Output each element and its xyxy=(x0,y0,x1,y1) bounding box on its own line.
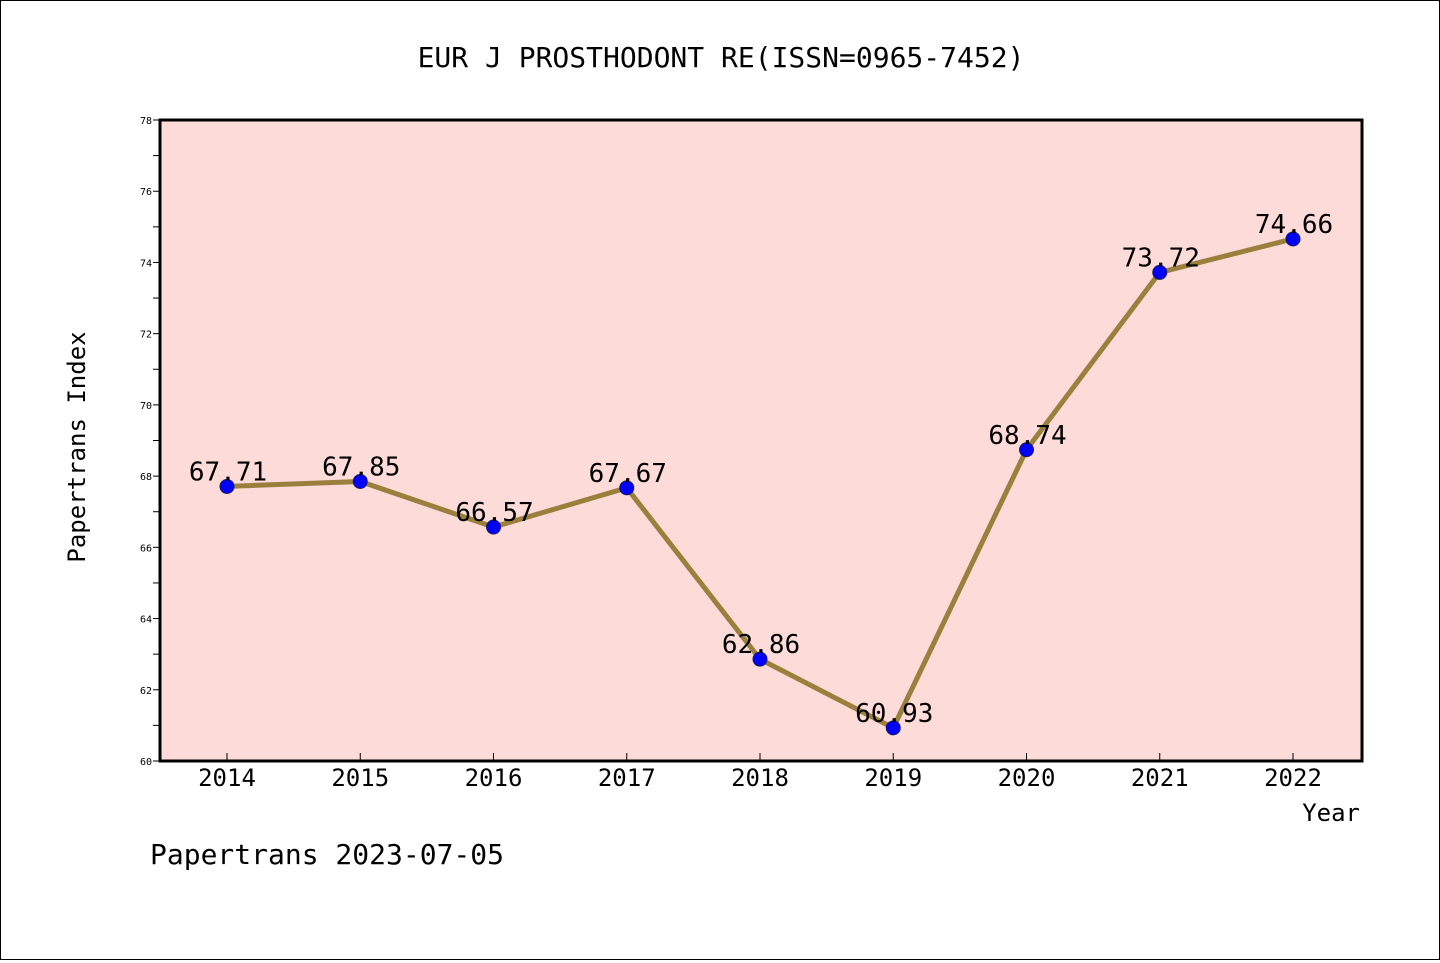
data-point xyxy=(1285,231,1301,247)
x-tick-label: 2014 xyxy=(198,764,256,792)
data-label: 67.85 xyxy=(322,452,400,482)
data-label: 74.66 xyxy=(1255,210,1333,240)
x-tick-label: 2015 xyxy=(331,764,389,792)
data-label: 62.86 xyxy=(722,630,800,660)
y-tick-label: 78 xyxy=(140,116,152,127)
data-label: 67.71 xyxy=(189,457,267,487)
data-points xyxy=(219,231,1301,736)
data-point xyxy=(486,519,501,535)
y-tick-label: 68 xyxy=(140,472,152,483)
y-tick-label: 72 xyxy=(140,330,152,341)
x-tick-label: 2018 xyxy=(731,764,789,792)
data-point xyxy=(352,473,368,489)
x-tick-label: 2019 xyxy=(864,764,922,792)
data-point xyxy=(619,480,635,496)
data-point xyxy=(752,651,768,667)
y-tick-label: 64 xyxy=(140,615,152,626)
y-tick-label: 76 xyxy=(140,187,152,198)
data-label: 73.72 xyxy=(1122,243,1200,273)
y-tick-label: 62 xyxy=(140,686,152,697)
data-label: 67.67 xyxy=(589,459,667,489)
x-tick-label: 2016 xyxy=(465,764,523,792)
data-label: 60.93 xyxy=(855,699,933,729)
y-tick-label: 70 xyxy=(140,401,152,412)
data-label: 68.74 xyxy=(988,421,1066,451)
y-tick-label: 74 xyxy=(140,258,152,269)
x-axis: 2014 2015 2016 2017 2018 2019 2020 2021 2022 xyxy=(198,753,1322,792)
x-tick-label: 2021 xyxy=(1131,764,1189,792)
footer-text: Papertrans 2023-07-05 xyxy=(150,838,504,871)
chart-title: EUR J PROSTHODONT RE(ISSN=0965-7452) xyxy=(418,41,1025,74)
data-point xyxy=(219,478,235,494)
data-point xyxy=(1152,264,1168,280)
y-tick-label: 66 xyxy=(140,543,152,554)
y-axis-label: Papertrans Index xyxy=(63,331,91,562)
x-tick-label: 2020 xyxy=(998,764,1056,792)
data-label: 66.57 xyxy=(455,498,533,528)
x-tick-label: 2017 xyxy=(598,764,656,792)
x-tick-label: 2022 xyxy=(1264,764,1322,792)
y-axis: 60 62 64 66 68 70 72 74 76 78 xyxy=(140,116,160,768)
y-tick-label: 60 xyxy=(140,757,152,768)
x-axis-label: Year xyxy=(1302,799,1360,827)
data-point xyxy=(885,720,901,736)
data-labels: 67.71 67.85 66.57 67.67 62.86 60.93 68.74 73.72… xyxy=(189,210,1333,729)
data-point xyxy=(1019,442,1034,458)
